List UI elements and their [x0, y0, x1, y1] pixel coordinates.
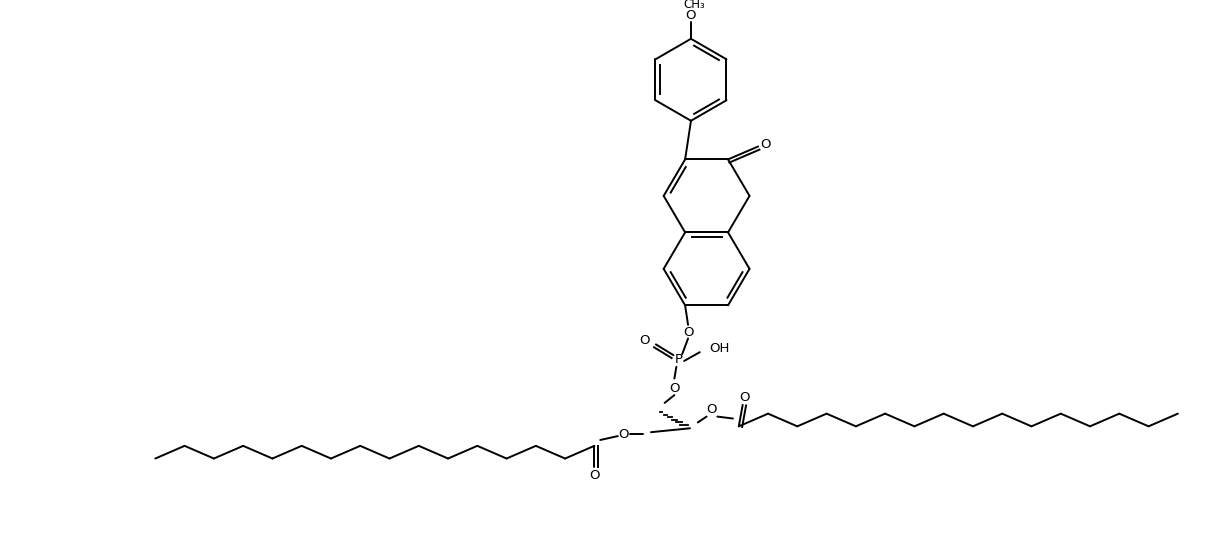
- Text: O: O: [706, 404, 716, 416]
- Text: OH: OH: [710, 342, 730, 355]
- Text: CH₃: CH₃: [683, 0, 705, 11]
- Text: O: O: [686, 9, 697, 22]
- Text: O: O: [619, 428, 628, 440]
- Text: O: O: [760, 138, 771, 151]
- Text: P: P: [675, 353, 682, 367]
- Text: O: O: [683, 326, 693, 339]
- Text: O: O: [739, 391, 750, 404]
- Text: O: O: [589, 469, 600, 481]
- Text: O: O: [669, 382, 680, 395]
- Text: O: O: [639, 334, 649, 347]
